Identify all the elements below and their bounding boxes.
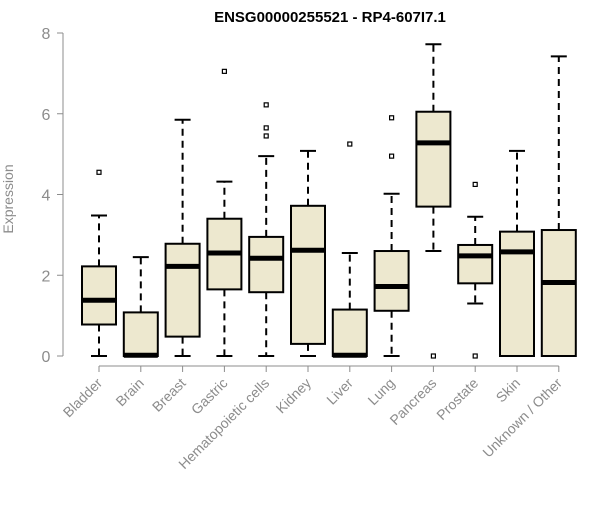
- box-group: [373, 115, 410, 357]
- box-group: [457, 181, 494, 359]
- box-iqr: [122, 311, 159, 357]
- y-axis: 0 2 4 6 8: [42, 26, 64, 366]
- box-group: [290, 149, 326, 357]
- plot-area: [81, 43, 577, 359]
- outlier-point: [221, 68, 227, 74]
- box-group: [499, 149, 535, 358]
- x-tick-label: Lung: [364, 375, 397, 408]
- outlier-point: [430, 353, 436, 359]
- box-group: [164, 118, 201, 357]
- outlier-point: [472, 353, 478, 359]
- box-group: [122, 256, 159, 358]
- box-group: [81, 169, 117, 357]
- box-group: [331, 141, 368, 358]
- box-group: [248, 102, 285, 357]
- outlier-point: [263, 125, 269, 131]
- x-tick-label: Skin: [493, 375, 524, 406]
- box-iqr: [415, 110, 452, 208]
- box-iqr: [457, 243, 494, 285]
- box-iqr: [248, 235, 285, 294]
- box-iqr: [331, 308, 368, 358]
- outlier-point: [472, 181, 478, 188]
- outlier-point: [389, 153, 395, 159]
- x-tick-label: Brain: [112, 375, 146, 409]
- y-tick-label: 8: [42, 26, 51, 43]
- box-iqr: [540, 229, 577, 357]
- chart-title: ENSG00000255521 - RP4-607I7.1: [214, 9, 446, 26]
- x-tick-label: Breast: [149, 375, 189, 415]
- box-group: [540, 55, 577, 357]
- x-tick-label: Bladder: [60, 375, 106, 421]
- box-group: [206, 68, 243, 357]
- box-group: [415, 43, 452, 359]
- y-tick-label: 0: [42, 349, 51, 366]
- box-iqr: [373, 250, 410, 312]
- x-tick-label: Liver: [323, 375, 356, 408]
- outlier-point: [347, 141, 353, 147]
- box-iqr: [164, 242, 201, 338]
- x-tick-label: Prostate: [433, 375, 481, 423]
- outlier-point: [389, 115, 395, 121]
- y-axis-label: Expression: [0, 164, 16, 233]
- box-iqr: [290, 204, 326, 345]
- outlier-point: [263, 133, 269, 139]
- box-iqr: [81, 265, 117, 326]
- y-tick-label: 6: [42, 107, 51, 124]
- x-tick-label: Kidney: [273, 375, 315, 417]
- outlier-point: [96, 169, 102, 175]
- outlier-point: [263, 102, 269, 108]
- y-tick-label: 2: [42, 268, 51, 285]
- y-tick-label: 4: [42, 188, 51, 205]
- x-tick-label: Unknown / Other: [479, 375, 565, 461]
